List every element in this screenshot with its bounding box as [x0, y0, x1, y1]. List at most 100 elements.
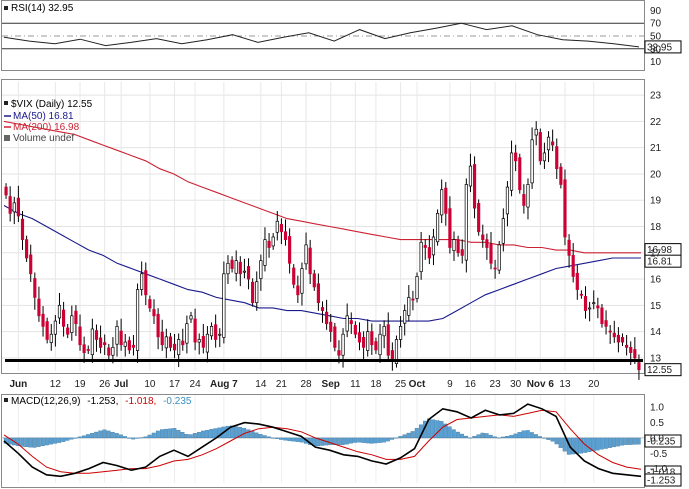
candle-up — [53, 320, 57, 335]
candle-down — [329, 321, 333, 332]
candle-down — [107, 347, 111, 356]
x-tick-label: 16 — [465, 379, 477, 390]
macd-histogram-bar — [24, 437, 29, 448]
price-last-value-label: 12.55 — [647, 365, 672, 376]
candle-down — [66, 327, 70, 335]
macd-histogram-bar — [32, 437, 37, 448]
x-tick-label: 30 — [510, 379, 522, 390]
candle-down — [448, 208, 452, 248]
candle-down — [320, 307, 325, 311]
macd-histogram-bar — [205, 429, 210, 439]
candle-down — [357, 332, 362, 343]
macd-histogram-bar — [332, 437, 337, 445]
macd-histogram-bar — [77, 436, 82, 439]
macd-histogram-bar — [151, 432, 156, 439]
macd-histogram-bar — [451, 429, 456, 439]
candle-up — [435, 213, 440, 243]
x-tick-label: Nov 6 — [527, 379, 555, 390]
macd-histogram-bar — [94, 431, 99, 439]
candle-down — [20, 218, 25, 240]
macd-histogram-bar — [492, 436, 497, 439]
macd-histogram-bar — [599, 437, 604, 450]
macd-histogram-bar — [254, 432, 259, 439]
macd-histogram-bar — [229, 425, 234, 439]
candle-down — [152, 309, 156, 317]
ma50-legend-label: MA(50) 16.81 — [13, 111, 74, 122]
macd-histogram-bar — [213, 428, 218, 439]
macd-histogram-bar — [147, 434, 152, 439]
x-tick-label: 21 — [276, 379, 288, 390]
macd-histogram-bar — [468, 437, 473, 439]
candle-down — [374, 341, 378, 351]
candle-down — [551, 141, 555, 146]
candle-up — [304, 244, 308, 265]
price-y-tick-label: 14 — [650, 327, 662, 338]
candle-up — [255, 281, 259, 304]
macd-histogram-bar — [390, 437, 395, 440]
price-legend: $VIX (Daily) 12.55 MA(50) 16.81 MA(200) … — [4, 99, 93, 144]
macd-histogram-bar — [455, 431, 460, 439]
candle-down — [78, 326, 82, 346]
macd-histogram-bar — [233, 426, 238, 439]
macd-histogram-bar — [554, 437, 559, 445]
macd-histogram-bar — [480, 432, 485, 439]
macd-histogram-bar — [180, 432, 185, 439]
candle-down — [251, 281, 255, 304]
x-tick-label: 28 — [300, 379, 312, 390]
macd-histogram-bar — [184, 434, 189, 439]
macd-histogram-bar — [488, 434, 493, 439]
candle-down — [555, 146, 559, 170]
candle-up — [382, 325, 386, 337]
candle-down — [596, 305, 600, 309]
candle-down — [637, 362, 641, 371]
macd-histogram-bar — [287, 437, 292, 442]
candle-up — [263, 239, 267, 266]
candle-down — [308, 247, 312, 275]
candle-up — [468, 165, 473, 187]
macd-histogram-bar — [632, 437, 637, 445]
price-y-tick-label: 17 — [650, 248, 662, 259]
candle-up — [419, 241, 423, 273]
candle-up — [70, 315, 74, 333]
rsi-line — [3, 22, 640, 48]
volume-legend-icon — [4, 135, 10, 141]
x-tick-label: 10 — [144, 379, 156, 390]
candle-down — [518, 157, 522, 191]
candle-up — [115, 325, 119, 345]
macd-histogram-bar — [246, 429, 251, 439]
macd-histogram-bar — [258, 434, 263, 439]
macd-histogram-bar — [616, 437, 621, 447]
x-tick-label: 18 — [370, 379, 382, 390]
candle-down — [201, 335, 205, 348]
candle-up — [275, 220, 279, 233]
x-tick-label: 24 — [190, 379, 202, 390]
rsi-legend: RSI(14) 32.95 — [4, 3, 74, 14]
macd-plot: -0.235 -1.018-1.253 — [2, 403, 682, 487]
candle-up — [111, 347, 115, 356]
candle-up — [185, 323, 189, 344]
x-tick-label: 17 — [169, 379, 181, 390]
candle-up — [501, 218, 505, 244]
macd-histogram-bar — [386, 437, 390, 442]
candle-down — [41, 313, 45, 327]
macd-histogram-bar — [394, 437, 399, 439]
candle-up — [177, 339, 181, 356]
candle-up — [197, 339, 201, 343]
candle-down — [74, 310, 78, 325]
macd-histogram-bar — [501, 436, 506, 439]
macd-histogram-bar — [36, 437, 41, 447]
candle-up — [12, 202, 16, 213]
macd-histogram-bar — [299, 437, 304, 443]
candle-down — [82, 344, 86, 353]
macd-histogram-bar — [414, 428, 419, 439]
macd-line — [3, 403, 642, 478]
candle-down — [571, 255, 575, 277]
candle-up — [546, 136, 551, 151]
candle-down — [444, 187, 448, 214]
candle-up — [189, 315, 193, 320]
x-tick-label: Aug 7 — [210, 379, 238, 390]
macd-histogram-bar — [410, 431, 415, 439]
macd-histogram-bar — [20, 437, 25, 447]
